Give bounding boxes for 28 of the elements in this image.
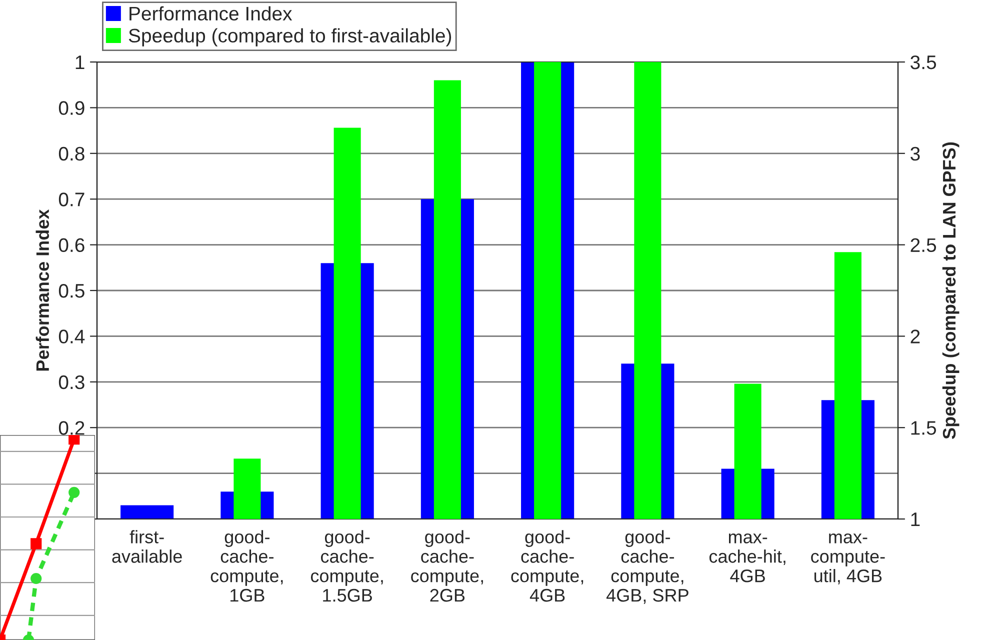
y-tick-label: 0.2 (58, 421, 84, 435)
y2-axis-title: Speedup (compared to LAN GPFS) (942, 142, 960, 439)
y-tick-label: 0.9 (58, 101, 84, 115)
x-tick-label: first- available (112, 530, 182, 563)
x-tick-label: good- cache- compute, 1GB (210, 530, 283, 602)
bar (120, 505, 174, 519)
x-tick-label: max- cache-hit, 4GB (709, 533, 786, 582)
y-axis-title: Performance Index (36, 209, 50, 371)
legend-label: Speedup (compared to first-available) (128, 28, 452, 46)
x-tick-label: good- cache- compute, 4GB (511, 530, 584, 602)
y-tick-label: 0.7 (58, 192, 84, 206)
x-tick-label: good- cache- compute, 2GB (411, 530, 483, 602)
y2-tick-label: 1 (911, 512, 920, 526)
y-tick-label: 0.8 (58, 146, 84, 161)
y2-tick-label: 3.5 (910, 55, 936, 70)
y-tick-label: 0.4 (58, 330, 85, 344)
x-tick-label: max- compute- util, 4GB (811, 533, 885, 584)
y2-tick-label: 2.5 (910, 238, 936, 252)
legend-label: Performance Index (130, 6, 292, 21)
y2-tick-label: 2 (910, 330, 920, 344)
x-tick-label: good- cache- compute, 1.5GB (310, 530, 383, 602)
x-tick-label: good- cache- compute, 4GB, SRP (606, 530, 688, 604)
y-tick-label: 0.5 (58, 284, 84, 298)
y-tick-label: 0.3 (58, 375, 84, 390)
y-tick-label: 1 (76, 56, 84, 70)
y-tick-label: 0.6 (58, 238, 84, 252)
y2-tick-label: 3 (910, 146, 920, 161)
y2-tick-label: 1.5 (911, 421, 936, 435)
